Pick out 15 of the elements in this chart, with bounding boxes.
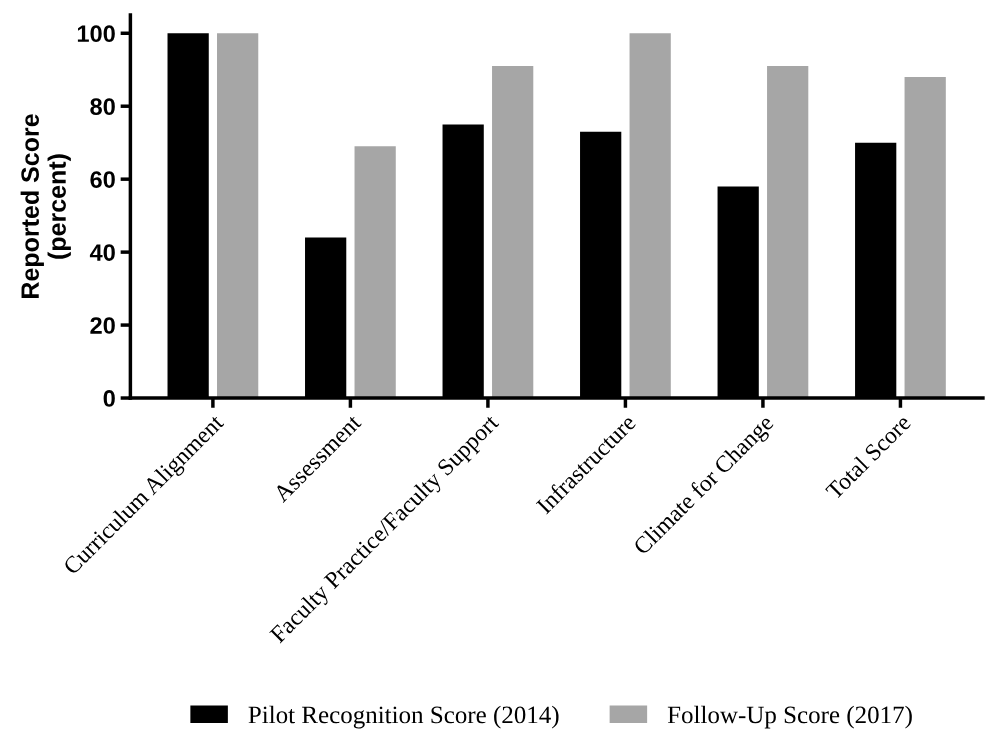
bar <box>492 66 534 399</box>
y-tick-label: 20 <box>90 317 115 334</box>
y-tick-label: 60 <box>90 171 115 188</box>
y-axis-title: Reported Score (percent) <box>20 114 71 298</box>
bar <box>354 146 396 399</box>
legend-label: Pilot Recognition Score (2014) <box>248 705 559 729</box>
bar <box>629 33 671 399</box>
y-tick-label: 100 <box>77 25 115 43</box>
bar <box>767 66 809 399</box>
bar <box>904 77 946 399</box>
y-tick-label: 80 <box>90 98 115 115</box>
y-tick-label: 40 <box>89 244 115 261</box>
legend-label: Follow-Up Score (2017) <box>667 705 912 729</box>
bar <box>217 33 259 399</box>
y-tick-label: 0 <box>103 390 115 407</box>
